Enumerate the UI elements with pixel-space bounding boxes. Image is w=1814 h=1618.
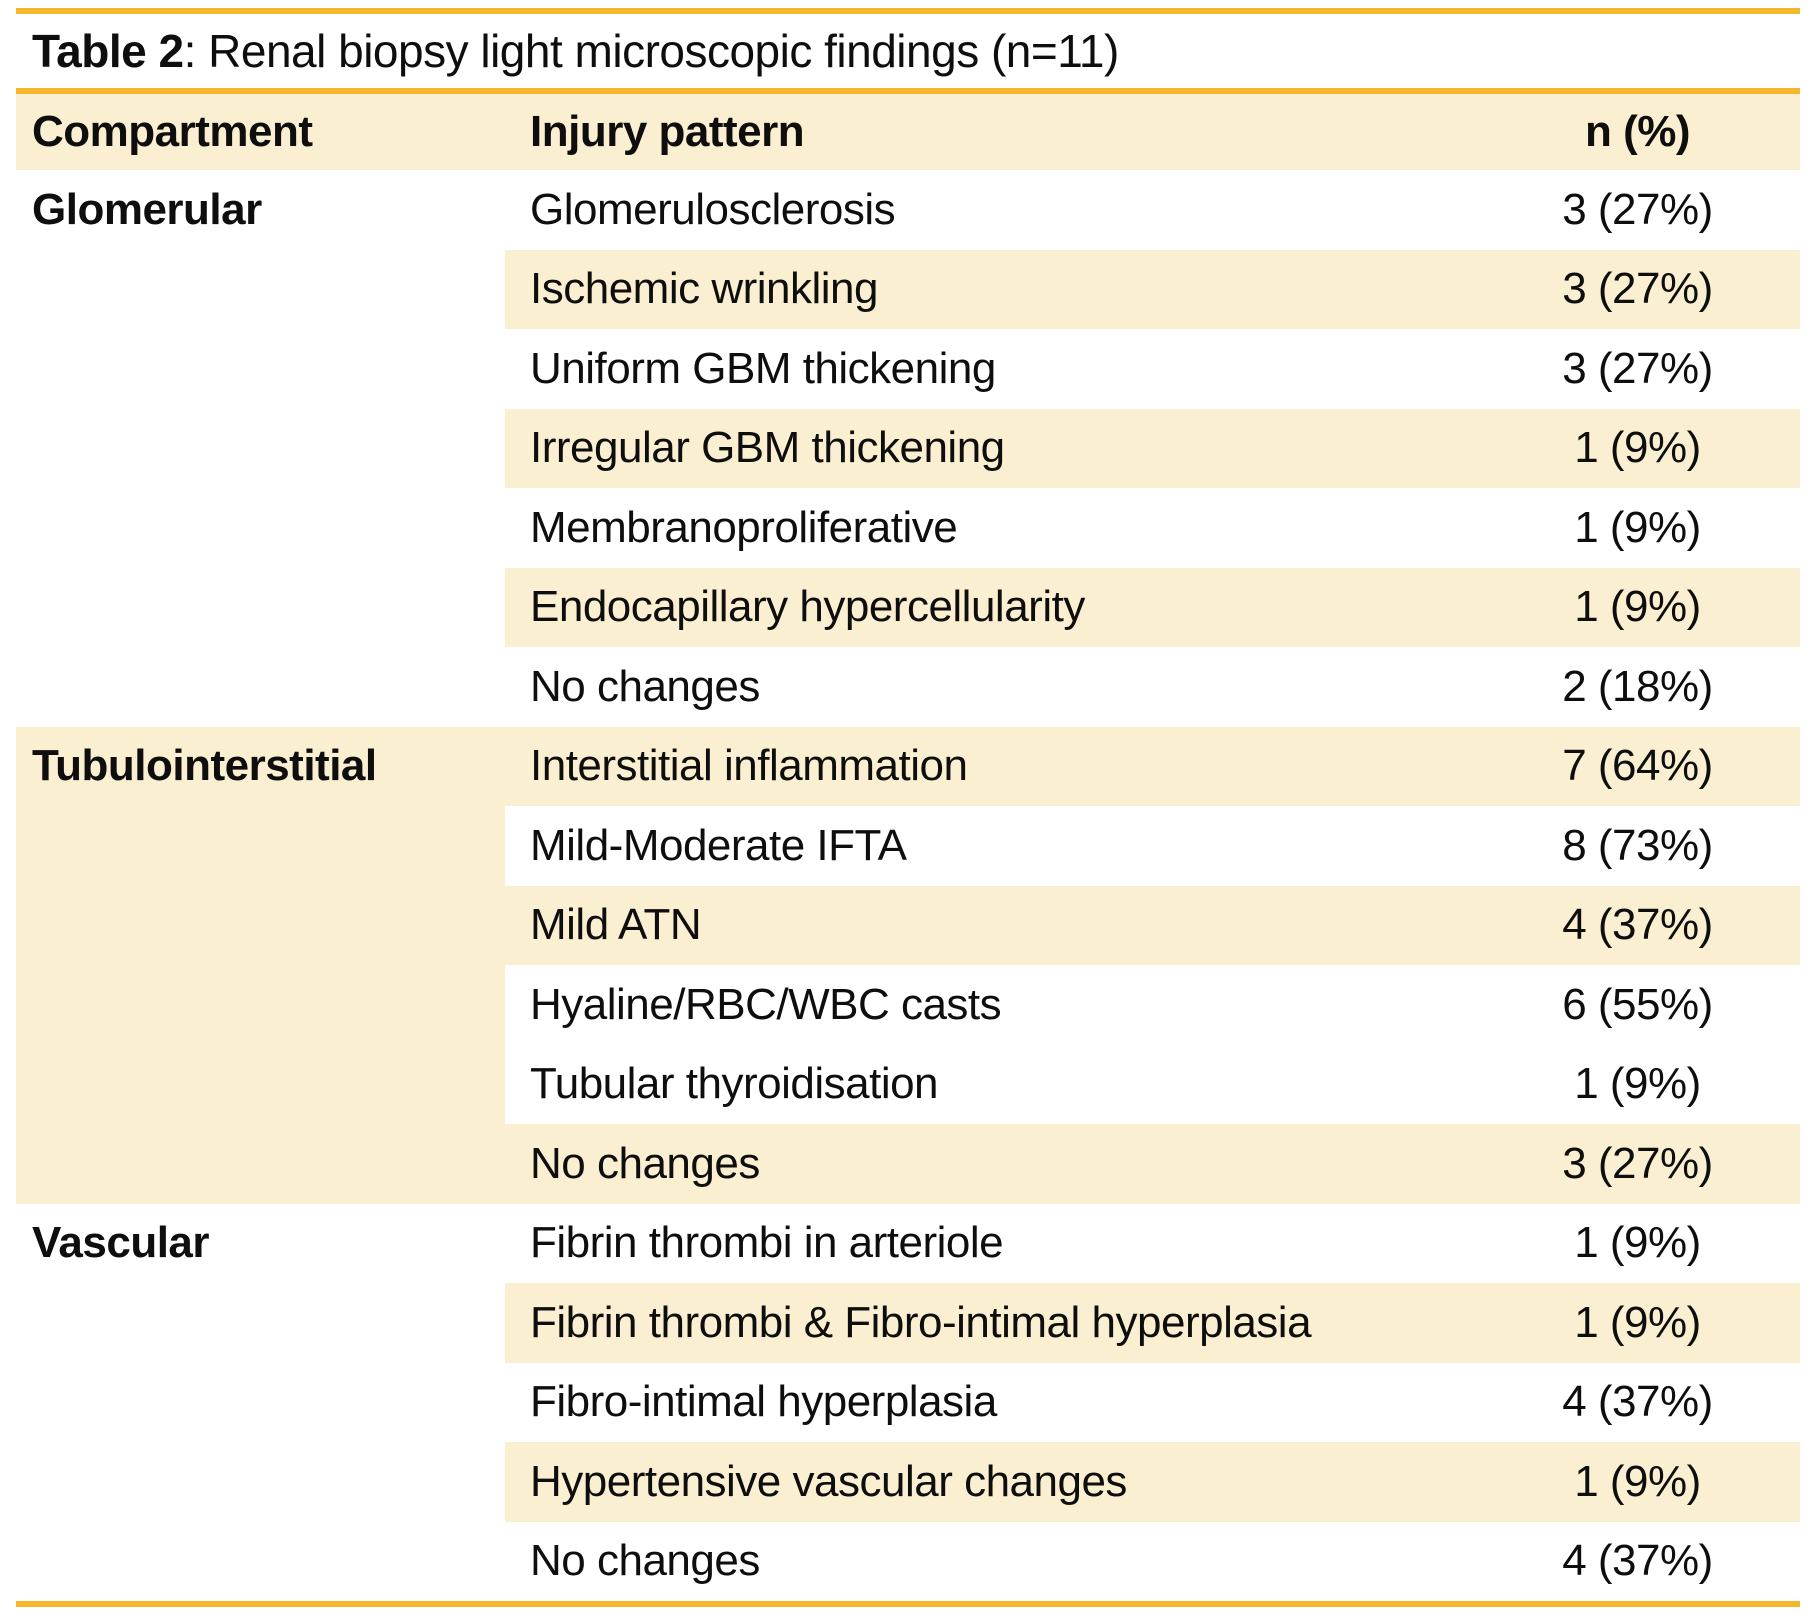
table-2: Table 2: Renal biopsy light microscopic … — [16, 8, 1800, 1607]
injury-pattern-cell: Uniform GBM thickening — [530, 343, 996, 393]
n-percent-cell: 1 (9%) — [1574, 502, 1701, 552]
top-rule — [16, 8, 1800, 14]
injury-pattern-cell: Interstitial inflammation — [530, 741, 968, 791]
header-injury-pattern: Injury pattern — [530, 107, 805, 156]
table-caption: Table 2: Renal biopsy light microscopic … — [16, 14, 1800, 88]
table-row: Hyaline/RBC/WBC casts 6 (55%) — [505, 965, 1800, 1045]
table-row: Mild-Moderate IFTA 8 (73%) — [505, 806, 1800, 886]
injury-pattern-cell: Glomerulosclerosis — [530, 184, 896, 234]
n-percent-cell: 1 (9%) — [1574, 1218, 1701, 1268]
compartment-label: Glomerular — [32, 184, 262, 234]
table-row: Uniform GBM thickening 3 (27%) — [505, 329, 1800, 409]
table-row: Membranoproliferative 1 (9%) — [505, 488, 1800, 568]
table-row: Hypertensive vascular changes 1 (9%) — [505, 1442, 1800, 1522]
caption-divider-rule — [16, 88, 1800, 94]
table-header-row: Compartment Injury pattern n (%) — [16, 94, 1800, 170]
n-percent-cell: 3 (27%) — [1562, 264, 1713, 314]
table-row: Fibrin thrombi in arteriole 1 (9%) — [505, 1203, 1800, 1283]
table-row: Fibrin thrombi & Fibro-intimal hyperplas… — [505, 1283, 1800, 1363]
n-percent-cell: 4 (37%) — [1562, 900, 1713, 950]
n-percent-cell: 3 (27%) — [1562, 1138, 1713, 1188]
n-percent-cell: 8 (73%) — [1562, 820, 1713, 870]
compartment-cell-glomerular: Glomerular — [16, 170, 505, 727]
injury-pattern-cell: Endocapillary hypercellularity — [530, 582, 1085, 632]
injury-pattern-cell: Tubular thyroidisation — [530, 1059, 939, 1109]
table-row: No changes 2 (18%) — [505, 647, 1800, 727]
injury-pattern-cell: Fibrin thrombi in arteriole — [530, 1218, 1004, 1268]
table-row: Endocapillary hypercellularity 1 (9%) — [505, 567, 1800, 647]
bottom-rule — [16, 1601, 1800, 1607]
table-row: Irregular GBM thickening 1 (9%) — [505, 408, 1800, 488]
n-percent-cell: 1 (9%) — [1574, 1059, 1701, 1109]
compartment-cell-vascular: Vascular — [16, 1203, 505, 1601]
table-caption-text: : Renal biopsy light microscopic finding… — [183, 25, 1120, 77]
section-glomerular: Glomerular Glomerulosclerosis 3 (27%) Is… — [16, 170, 1800, 727]
table-row: No changes 3 (27%) — [505, 1124, 1800, 1204]
compartment-label: Vascular — [32, 1218, 210, 1268]
section-rows: Fibrin thrombi in arteriole 1 (9%) Fibri… — [505, 1203, 1800, 1601]
n-percent-cell: 1 (9%) — [1574, 423, 1701, 473]
n-percent-cell: 1 (9%) — [1574, 582, 1701, 632]
section-vascular: Vascular Fibrin thrombi in arteriole 1 (… — [16, 1203, 1800, 1601]
injury-pattern-cell: Ischemic wrinkling — [530, 264, 878, 314]
n-percent-cell: 7 (64%) — [1562, 741, 1713, 791]
injury-pattern-cell: No changes — [530, 1536, 760, 1586]
injury-pattern-cell: Hypertensive vascular changes — [530, 1456, 1127, 1506]
table-row: Tubular thyroidisation 1 (9%) — [505, 1044, 1800, 1124]
injury-pattern-cell: No changes — [530, 1138, 760, 1188]
injury-pattern-cell: Mild-Moderate IFTA — [530, 820, 907, 870]
n-percent-cell: 3 (27%) — [1562, 343, 1713, 393]
n-percent-cell: 3 (27%) — [1562, 184, 1713, 234]
injury-pattern-cell: Mild ATN — [530, 900, 702, 950]
n-percent-cell: 1 (9%) — [1574, 1456, 1701, 1506]
injury-pattern-cell: Irregular GBM thickening — [530, 423, 1005, 473]
header-compartment: Compartment — [32, 107, 313, 156]
table-row: Interstitial inflammation 7 (64%) — [505, 726, 1800, 806]
injury-pattern-cell: No changes — [530, 661, 760, 711]
section-tubulointerstitial: Tubulointerstitial Interstitial inflamma… — [16, 726, 1800, 1204]
n-percent-cell: 2 (18%) — [1562, 661, 1713, 711]
table-caption-label: Table 2 — [32, 25, 184, 77]
injury-pattern-cell: Fibrin thrombi & Fibro-intimal hyperplas… — [530, 1297, 1312, 1347]
table-row: Ischemic wrinkling 3 (27%) — [505, 249, 1800, 329]
injury-pattern-cell: Membranoproliferative — [530, 502, 958, 552]
section-rows: Glomerulosclerosis 3 (27%) Ischemic wrin… — [505, 170, 1800, 727]
compartment-label: Tubulointerstitial — [32, 741, 377, 791]
table-row: Glomerulosclerosis 3 (27%) — [505, 170, 1800, 250]
table-row: Fibro-intimal hyperplasia 4 (37%) — [505, 1362, 1800, 1442]
header-n-percent: n (%) — [1584, 107, 1691, 156]
n-percent-cell: 1 (9%) — [1574, 1297, 1701, 1347]
injury-pattern-cell: Hyaline/RBC/WBC casts — [530, 979, 1002, 1029]
section-rows: Interstitial inflammation 7 (64%) Mild-M… — [505, 726, 1800, 1204]
compartment-cell-tubulointerstitial: Tubulointerstitial — [16, 726, 505, 1204]
injury-pattern-cell: Fibro-intimal hyperplasia — [530, 1377, 997, 1427]
n-percent-cell: 4 (37%) — [1562, 1536, 1713, 1586]
n-percent-cell: 6 (55%) — [1562, 979, 1713, 1029]
table-row: Mild ATN 4 (37%) — [505, 885, 1800, 965]
n-percent-cell: 4 (37%) — [1562, 1377, 1713, 1427]
table-row: No changes 4 (37%) — [505, 1521, 1800, 1601]
